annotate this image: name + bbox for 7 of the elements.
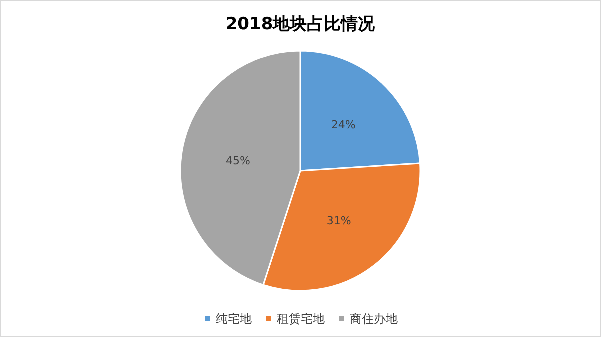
chart-title: 2018地块占比情况 — [226, 14, 376, 34]
data-label: 24% — [331, 118, 356, 132]
legend-label: 租赁宅地 — [277, 312, 325, 326]
legend-label: 纯宅地 — [216, 312, 252, 326]
legend-label: 商住办地 — [350, 312, 398, 326]
data-label: 45% — [226, 154, 250, 168]
data-label: 31% — [326, 214, 352, 228]
